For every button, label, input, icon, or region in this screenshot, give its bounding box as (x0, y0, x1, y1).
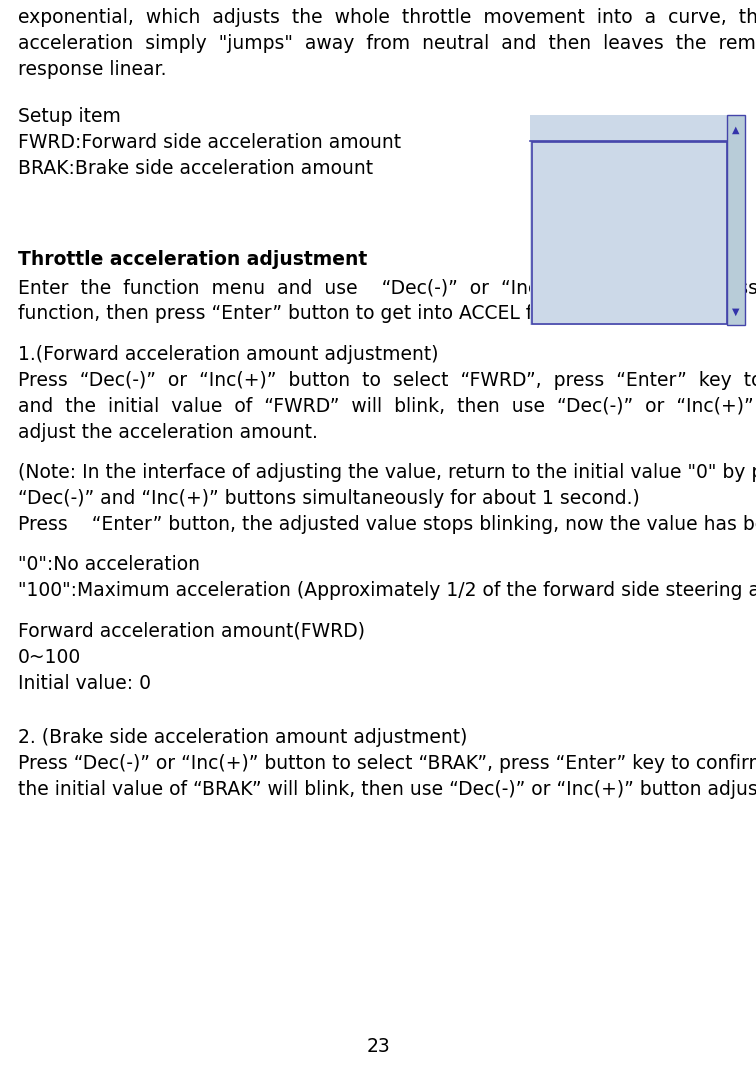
Text: Press “Dec(-)” or “Inc(+)” button to select “BRAK”, press “Enter” key to confirm: Press “Dec(-)” or “Inc(+)” button to sel… (18, 755, 756, 773)
Text: Press    “Enter” button, the adjusted value stops blinking, now the value has be: Press “Enter” button, the adjusted value… (18, 515, 756, 534)
Text: and  the  initial  value  of  “FWRD”  will  blink,  then  use  “Dec(-)”  or  “In: and the initial value of “FWRD” will bli… (18, 397, 756, 416)
Text: Setup item: Setup item (18, 107, 121, 126)
Text: Initial value: 0: Initial value: 0 (18, 674, 151, 692)
Text: BRAK:Brake side acceleration amount: BRAK:Brake side acceleration amount (18, 158, 373, 178)
Text: ▲: ▲ (733, 125, 740, 135)
Text: 23: 23 (366, 1037, 390, 1056)
FancyBboxPatch shape (530, 115, 745, 324)
Text: "0":No acceleration: "0":No acceleration (18, 555, 200, 575)
Text: ▼: ▼ (733, 307, 740, 317)
FancyBboxPatch shape (532, 142, 727, 324)
FancyBboxPatch shape (727, 115, 745, 324)
Text: Forward acceleration amount(FWRD): Forward acceleration amount(FWRD) (18, 622, 365, 640)
Text: response linear.: response linear. (18, 60, 166, 79)
Text: 2. (Brake side acceleration amount adjustment): 2. (Brake side acceleration amount adjus… (18, 729, 467, 747)
Text: exponential,  which  adjusts  the  whole  throttle  movement  into  a  curve,  t: exponential, which adjusts the whole thr… (18, 8, 756, 27)
Text: BRAK :  0: BRAK : 0 (542, 180, 621, 195)
Text: 5. 9V: 5. 9V (696, 119, 739, 134)
Text: ACCEL: ACCEL (536, 119, 580, 134)
Text: "100":Maximum acceleration (Approximately 1/2 of the forward side steering angle: "100":Maximum acceleration (Approximatel… (18, 581, 756, 600)
Text: 1.(Forward acceleration amount adjustment): 1.(Forward acceleration amount adjustmen… (18, 345, 438, 363)
Text: acceleration  simply  "jumps"  away  from  neutral  and  then  leaves  the  rema: acceleration simply "jumps" away from ne… (18, 34, 756, 53)
Text: FWRD►  0: FWRD► 0 (542, 154, 612, 169)
Text: 0~100: 0~100 (18, 648, 81, 666)
Text: adjust the acceleration amount.: adjust the acceleration amount. (18, 423, 318, 442)
Text: Enter  the  function  menu  and  use    “Dec(-)”  or  “Inc(+)”  button  to  acce: Enter the function menu and use “Dec(-)”… (18, 278, 756, 298)
Text: FWRD:Forward side acceleration amount: FWRD:Forward side acceleration amount (18, 133, 401, 152)
Text: “Dec(-)” and “Inc(+)” buttons simultaneously for about 1 second.): “Dec(-)” and “Inc(+)” buttons simultaneo… (18, 489, 640, 508)
Text: function, then press “Enter” button to get into ACCEL function interface.: function, then press “Enter” button to g… (18, 304, 698, 323)
Text: Press  “Dec(-)”  or  “Inc(+)”  button  to  select  “FWRD”,  press  “Enter”  key : Press “Dec(-)” or “Inc(+)” button to sel… (18, 371, 756, 390)
Text: Throttle acceleration adjustment: Throttle acceleration adjustment (18, 250, 367, 268)
Text: (Note: In the interface of adjusting the value, return to the initial value "0" : (Note: In the interface of adjusting the… (18, 462, 756, 482)
Text: the initial value of “BRAK” will blink, then use “Dec(-)” or “Inc(+)” button adj: the initial value of “BRAK” will blink, … (18, 780, 756, 799)
